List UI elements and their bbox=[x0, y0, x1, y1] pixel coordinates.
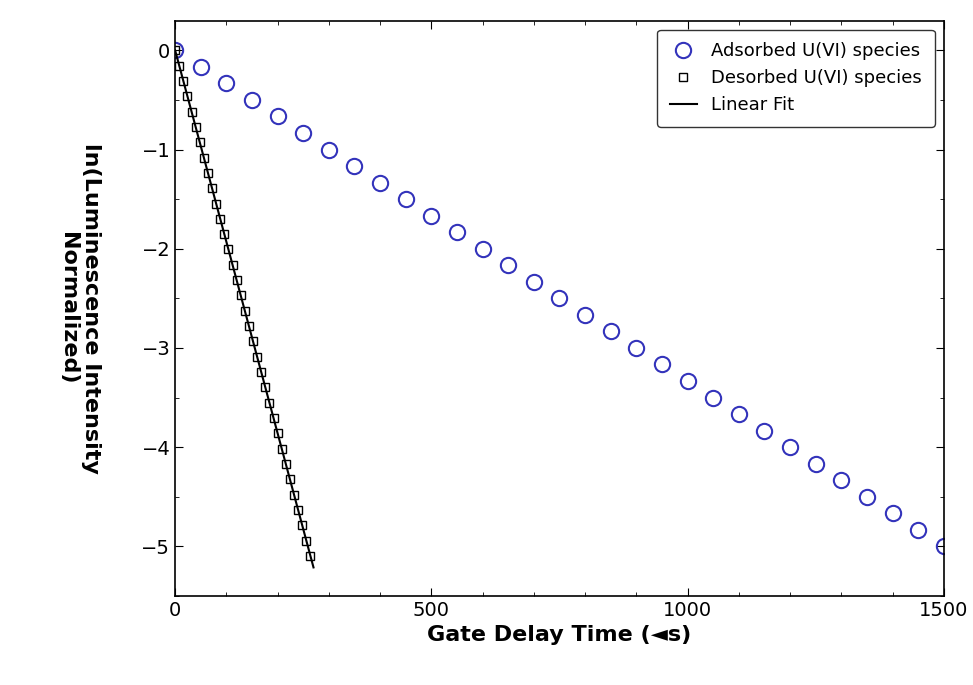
Desorbed U(VI) species bbox=[255, 368, 267, 376]
Desorbed U(VI) species bbox=[234, 291, 246, 299]
Adsorbed U(VI) species bbox=[810, 460, 821, 468]
Desorbed U(VI) species bbox=[288, 490, 300, 499]
Adsorbed U(VI) species bbox=[323, 145, 335, 153]
Desorbed U(VI) species bbox=[239, 307, 251, 315]
Desorbed U(VI) species bbox=[247, 337, 259, 345]
X-axis label: Gate Delay Time (◄s): Gate Delay Time (◄s) bbox=[427, 625, 692, 645]
Desorbed U(VI) species bbox=[264, 399, 275, 407]
Adsorbed U(VI) species bbox=[195, 63, 206, 71]
Adsorbed U(VI) species bbox=[348, 162, 360, 170]
Desorbed U(VI) species bbox=[280, 460, 292, 468]
Y-axis label: ln(Luminescence Intensity
Normalized): ln(Luminescence Intensity Normalized) bbox=[58, 142, 101, 474]
Desorbed U(VI) species bbox=[219, 230, 231, 238]
Adsorbed U(VI) species bbox=[631, 344, 642, 352]
Desorbed U(VI) species bbox=[231, 276, 242, 284]
Adsorbed U(VI) species bbox=[836, 476, 847, 484]
Adsorbed U(VI) species bbox=[784, 443, 796, 451]
Adsorbed U(VI) species bbox=[861, 493, 873, 501]
Adsorbed U(VI) species bbox=[605, 327, 617, 336]
Adsorbed U(VI) species bbox=[528, 277, 540, 286]
Adsorbed U(VI) species bbox=[733, 410, 744, 418]
Adsorbed U(VI) species bbox=[246, 96, 258, 104]
Adsorbed U(VI) species bbox=[502, 261, 514, 269]
Desorbed U(VI) species bbox=[198, 153, 209, 162]
Desorbed U(VI) species bbox=[260, 384, 271, 392]
Desorbed U(VI) species bbox=[186, 108, 198, 116]
Adsorbed U(VI) species bbox=[938, 543, 950, 551]
Desorbed U(VI) species bbox=[182, 92, 194, 101]
Adsorbed U(VI) species bbox=[298, 129, 309, 137]
Desorbed U(VI) species bbox=[190, 123, 201, 131]
Adsorbed U(VI) species bbox=[579, 311, 591, 319]
Desorbed U(VI) species bbox=[169, 46, 181, 54]
Adsorbed U(VI) species bbox=[682, 377, 694, 385]
Desorbed U(VI) species bbox=[271, 429, 283, 438]
Adsorbed U(VI) species bbox=[886, 509, 898, 517]
Desorbed U(VI) species bbox=[206, 184, 218, 192]
Adsorbed U(VI) species bbox=[554, 295, 565, 303]
Adsorbed U(VI) species bbox=[656, 360, 667, 369]
Line: Desorbed U(VI) species: Desorbed U(VI) species bbox=[171, 46, 314, 560]
Desorbed U(VI) species bbox=[305, 552, 316, 560]
Desorbed U(VI) species bbox=[177, 77, 189, 85]
Desorbed U(VI) species bbox=[292, 506, 304, 514]
Desorbed U(VI) species bbox=[297, 521, 308, 530]
Desorbed U(VI) species bbox=[223, 245, 234, 253]
Desorbed U(VI) species bbox=[268, 414, 279, 422]
Desorbed U(VI) species bbox=[251, 353, 263, 361]
Desorbed U(VI) species bbox=[276, 445, 288, 453]
Desorbed U(VI) species bbox=[284, 475, 296, 484]
Desorbed U(VI) species bbox=[194, 138, 205, 147]
Adsorbed U(VI) species bbox=[400, 195, 412, 203]
Desorbed U(VI) species bbox=[243, 322, 255, 330]
Line: Adsorbed U(VI) species: Adsorbed U(VI) species bbox=[167, 42, 952, 554]
Adsorbed U(VI) species bbox=[425, 212, 437, 220]
Legend: Adsorbed U(VI) species, Desorbed U(VI) species, Linear Fit: Adsorbed U(VI) species, Desorbed U(VI) s… bbox=[657, 29, 935, 127]
Adsorbed U(VI) species bbox=[169, 46, 181, 54]
Desorbed U(VI) species bbox=[214, 214, 226, 223]
Adsorbed U(VI) species bbox=[477, 245, 488, 253]
Desorbed U(VI) species bbox=[301, 536, 312, 545]
Adsorbed U(VI) species bbox=[913, 525, 924, 534]
Adsorbed U(VI) species bbox=[707, 393, 719, 401]
Adsorbed U(VI) species bbox=[271, 112, 283, 121]
Desorbed U(VI) species bbox=[173, 62, 185, 70]
Desorbed U(VI) species bbox=[227, 261, 238, 269]
Adsorbed U(VI) species bbox=[759, 427, 771, 435]
Adsorbed U(VI) species bbox=[451, 228, 463, 236]
Adsorbed U(VI) species bbox=[375, 179, 386, 187]
Adsorbed U(VI) species bbox=[221, 79, 233, 88]
Desorbed U(VI) species bbox=[210, 199, 222, 208]
Desorbed U(VI) species bbox=[202, 169, 214, 177]
